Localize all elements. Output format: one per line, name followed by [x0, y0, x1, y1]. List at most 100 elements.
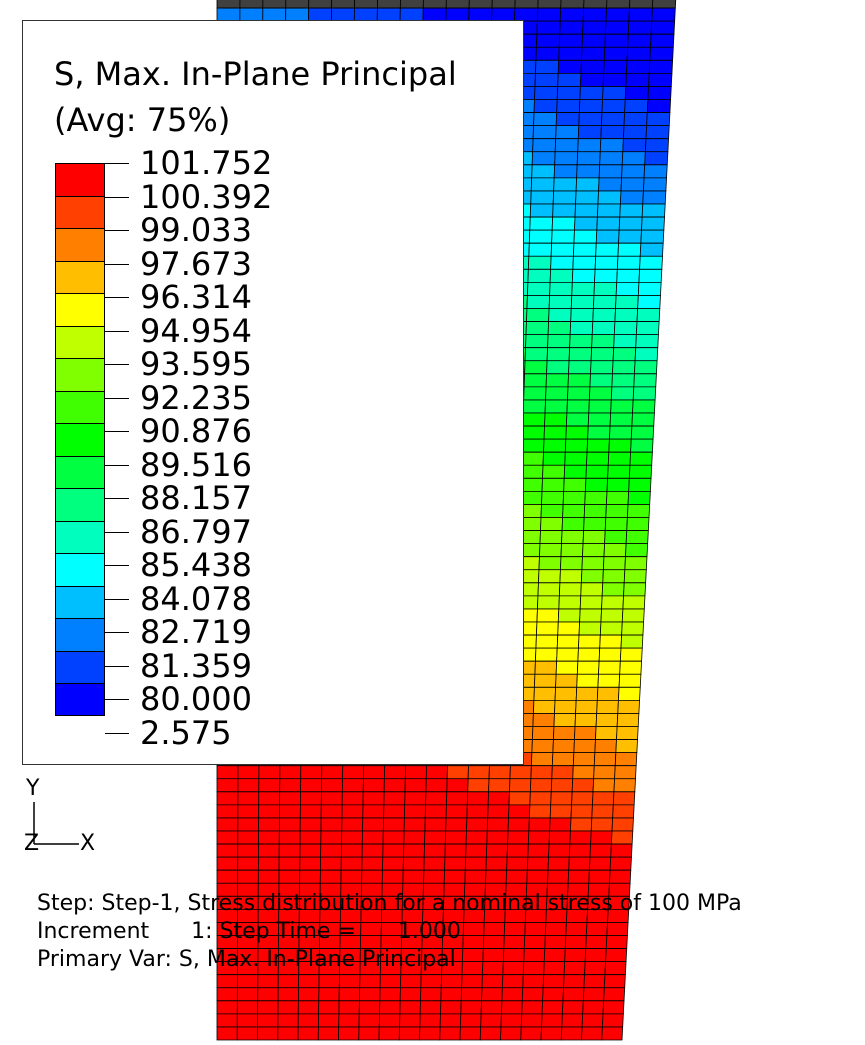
mesh-element [584, 948, 607, 963]
mesh-element [444, 856, 467, 871]
legend-tick-label: 100.392 [140, 177, 273, 216]
mesh-element [537, 582, 561, 597]
mesh-element [595, 713, 619, 727]
mesh-element [616, 713, 640, 727]
mesh-element [532, 138, 557, 153]
mesh-element [399, 0, 424, 9]
mesh-element [601, 595, 624, 610]
mesh-element [535, 634, 559, 649]
mesh-element [545, 386, 569, 401]
mesh-element [520, 464, 544, 479]
mesh-element [618, 216, 643, 231]
mesh-element [527, 255, 552, 270]
mesh-element [561, 1013, 584, 1028]
mesh-element [571, 778, 595, 793]
mesh-element [297, 1026, 319, 1041]
mesh-element [635, 334, 659, 349]
mesh-element [572, 752, 596, 767]
mesh-element [582, 20, 607, 35]
mesh-element [556, 99, 581, 113]
mesh-element [590, 360, 614, 375]
mesh-element [526, 856, 549, 871]
mesh-element [613, 778, 636, 793]
mesh-element [361, 843, 384, 858]
mesh-element [216, 869, 239, 884]
mesh-element [383, 765, 407, 780]
mesh-element [402, 856, 425, 871]
legend-tick-label: 82.719 [140, 613, 252, 651]
mesh-element [637, 295, 661, 309]
mesh-element [506, 843, 529, 858]
mesh-element [570, 817, 593, 832]
mesh-element [236, 1000, 259, 1015]
mesh-element [581, 556, 605, 571]
mesh-element [528, 229, 553, 244]
mesh-element [537, 0, 562, 9]
mesh-element [565, 412, 590, 427]
mesh-element [216, 1000, 238, 1015]
mesh-element [624, 86, 649, 100]
mesh-element [640, 229, 665, 244]
mesh-element [614, 752, 638, 767]
mesh-element [466, 817, 489, 832]
mesh-element [626, 59, 651, 74]
mesh-element [340, 856, 363, 871]
mesh-element [318, 987, 340, 1002]
mesh-element [648, 72, 673, 87]
legend-tick-label: 101.752 [140, 144, 273, 182]
mesh-element [583, 0, 608, 9]
mesh-element [627, 490, 651, 505]
mesh-element [527, 830, 551, 845]
mesh-element [523, 948, 546, 963]
mesh-element [341, 791, 364, 806]
legend-panel: S, Max. In-Plane Principal (Avg: 75%) 10… [22, 20, 524, 765]
legend-tick-mark [105, 196, 129, 198]
mesh-element [532, 713, 555, 727]
mesh-element [509, 765, 532, 780]
mesh-element [507, 830, 530, 845]
mesh-element [568, 347, 593, 362]
mesh-element [592, 308, 616, 322]
mesh-element [299, 804, 322, 819]
legend-tick-label: 81.359 [140, 646, 252, 685]
mesh-element [632, 399, 656, 414]
mesh-element [460, 1000, 482, 1015]
mesh-element [569, 830, 592, 845]
increment-info: Increment 1: Step Time = 1.000 [37, 919, 461, 944]
mesh-element [569, 321, 594, 336]
mesh-element [567, 386, 591, 401]
mesh-element [600, 608, 624, 623]
mesh-element [576, 660, 600, 675]
mesh-element [581, 1026, 603, 1041]
mesh-element [341, 778, 364, 793]
mesh-element [603, 543, 627, 558]
mesh-element [568, 856, 591, 871]
mesh-element [521, 425, 545, 440]
mesh-element [279, 778, 302, 793]
mesh-element [557, 608, 581, 623]
mesh-element [605, 504, 629, 518]
mesh-element [359, 987, 381, 1002]
mesh-element [523, 386, 547, 401]
mesh-element [570, 295, 595, 309]
mesh-element [403, 843, 425, 858]
legend-tick-label: 93.595 [140, 345, 252, 383]
legend-tick-label: 90.876 [140, 412, 252, 450]
mesh-element [320, 856, 342, 871]
z-axis-label: Z [24, 831, 40, 856]
mesh-element [462, 935, 485, 949]
mesh-element [527, 843, 550, 858]
mesh-element [576, 673, 599, 688]
mesh-element [525, 334, 549, 349]
mesh-element [522, 399, 546, 414]
mesh-element [237, 778, 260, 793]
mesh-element [590, 347, 615, 362]
mesh-element [216, 0, 241, 9]
mesh-element [300, 765, 323, 780]
legend-title: S, Max. In-Plane Principal [54, 55, 457, 93]
mesh-element [644, 138, 669, 153]
mesh-element [404, 804, 426, 819]
mesh-element [578, 621, 602, 636]
mesh-element [216, 817, 239, 832]
mesh-element [526, 869, 549, 884]
